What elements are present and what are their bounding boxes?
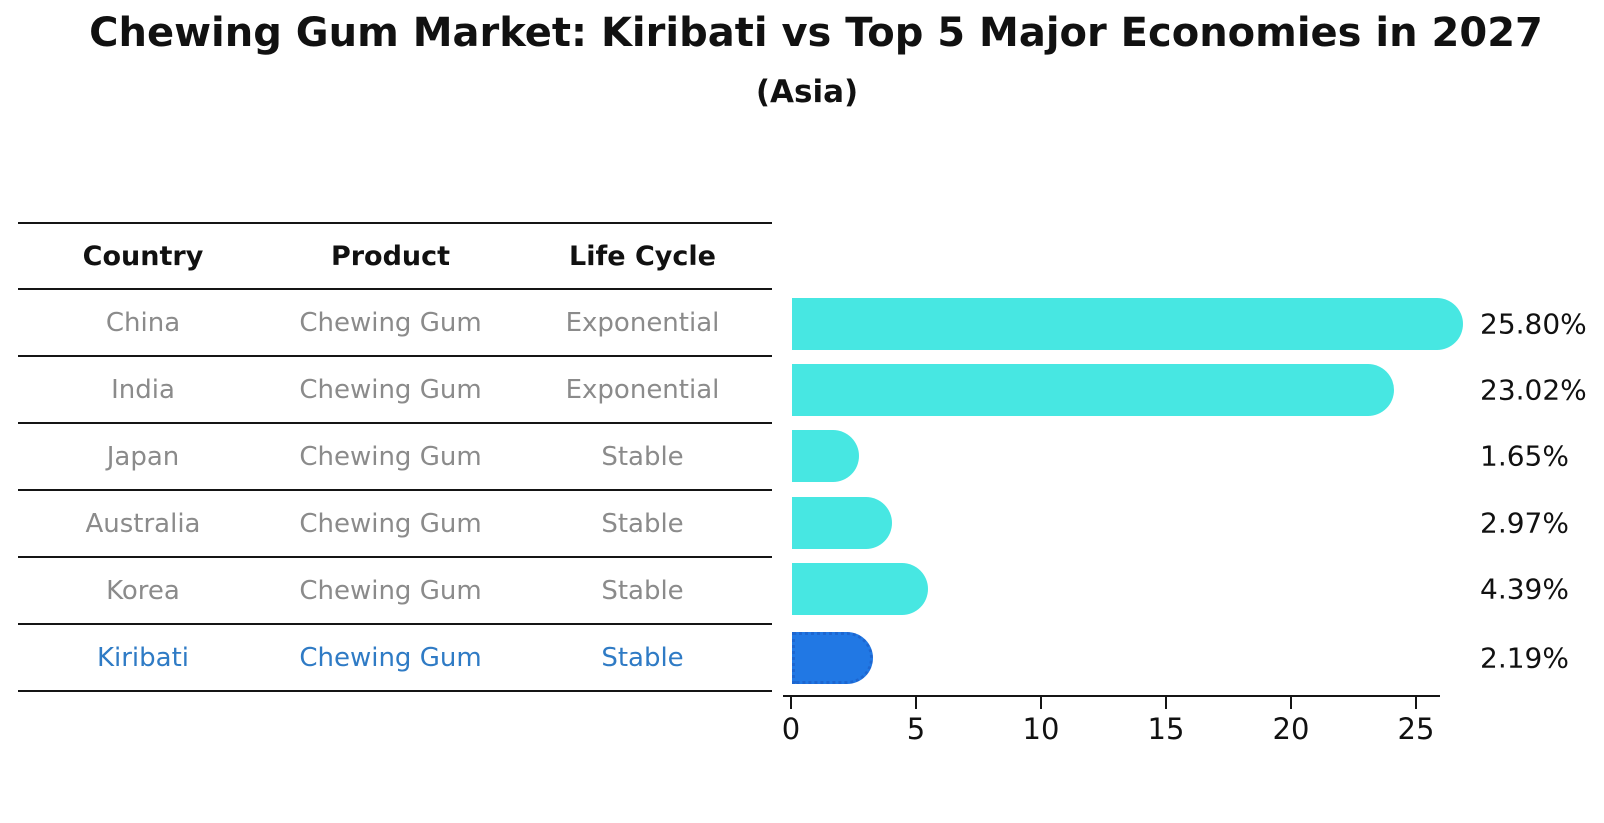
cell-life-cycle: Stable xyxy=(601,575,684,606)
cell-life-cycle: Stable xyxy=(601,441,684,472)
table-row-korea: Korea Chewing Gum Stable xyxy=(18,558,772,625)
cell-country: Korea xyxy=(106,575,180,606)
column-header-product: Product xyxy=(330,240,451,272)
cell-life-cycle: Stable xyxy=(601,508,684,539)
cell-product: Chewing Gum xyxy=(299,508,482,539)
bar-row-australia: 2.97% xyxy=(792,497,1569,549)
x-axis-tick-label: 5 xyxy=(906,712,926,746)
bar-row-korea: 4.39% xyxy=(792,563,1569,615)
x-axis-tick xyxy=(1165,697,1167,709)
table-row-kiribati: Kiribati Chewing Gum Stable xyxy=(18,625,772,692)
bar-row-china: 25.80% xyxy=(792,298,1587,350)
bar-japan xyxy=(792,430,859,482)
bar-value-label: 2.97% xyxy=(1480,506,1569,540)
table-header-row: Country Product Life Cycle xyxy=(18,224,772,290)
cell-product: Chewing Gum xyxy=(299,642,482,673)
x-axis-tick xyxy=(790,697,792,709)
bar-value-label: 4.39% xyxy=(1480,572,1569,606)
column-header-life-cycle: Life Cycle xyxy=(569,240,716,272)
cell-product: Chewing Gum xyxy=(299,374,482,405)
column-header-country: Country xyxy=(82,240,204,272)
cell-country: Japan xyxy=(106,441,180,472)
cell-country: India xyxy=(111,374,175,405)
x-axis-tick-label: 20 xyxy=(1272,712,1310,746)
x-axis-tick-label: 0 xyxy=(781,712,801,746)
bar-value-label: 2.19% xyxy=(1480,641,1569,675)
bar-row-japan: 1.65% xyxy=(792,430,1569,482)
bar-row-india: 23.02% xyxy=(792,364,1587,416)
cell-product: Chewing Gum xyxy=(299,441,482,472)
cell-product: Chewing Gum xyxy=(299,307,482,338)
cell-country: Australia xyxy=(85,508,201,539)
x-axis-tick xyxy=(915,697,917,709)
table-row-australia: Australia Chewing Gum Stable xyxy=(18,491,772,558)
bar-value-label: 1.65% xyxy=(1480,439,1569,473)
bar-china xyxy=(792,298,1463,350)
cell-country: China xyxy=(105,307,181,338)
bar-australia xyxy=(792,497,892,549)
table-row-china: China Chewing Gum Exponential xyxy=(18,290,772,357)
table-row-india: India Chewing Gum Exponential xyxy=(18,357,772,424)
cell-product: Chewing Gum xyxy=(299,575,482,606)
x-axis-line xyxy=(783,695,1440,697)
bar-india xyxy=(792,364,1394,416)
bar-korea xyxy=(792,563,928,615)
bar-row-kiribati: 2.19% xyxy=(792,632,1569,684)
x-axis-tick-label: 10 xyxy=(1022,712,1060,746)
cell-country: Kiribati xyxy=(96,642,190,673)
x-axis-tick xyxy=(1040,697,1042,709)
x-axis-tick-label: 15 xyxy=(1147,712,1185,746)
chart-title: Chewing Gum Market: Kiribati vs Top 5 Ma… xyxy=(89,10,1543,56)
table-row-japan: Japan Chewing Gum Stable xyxy=(18,424,772,491)
cell-life-cycle: Stable xyxy=(601,642,684,673)
bar-value-label: 25.80% xyxy=(1480,307,1587,341)
chart-subtitle: (Asia) xyxy=(755,74,859,110)
country-table: Country Product Life Cycle China Chewing… xyxy=(18,222,772,692)
x-axis-tick xyxy=(1415,697,1417,709)
bar-value-label: 23.02% xyxy=(1480,373,1587,407)
x-axis-tick-label: 25 xyxy=(1397,712,1435,746)
x-axis-tick xyxy=(1290,697,1292,709)
bar-kiribati-highlight xyxy=(792,632,873,684)
cell-life-cycle: Exponential xyxy=(565,374,720,405)
cell-life-cycle: Exponential xyxy=(565,307,720,338)
